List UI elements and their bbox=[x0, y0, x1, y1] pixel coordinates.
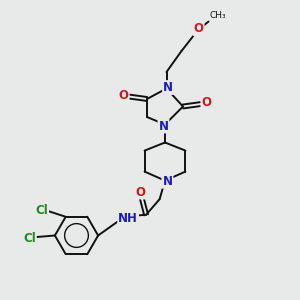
Text: Cl: Cl bbox=[23, 232, 36, 245]
Text: Cl: Cl bbox=[35, 204, 48, 217]
Text: N: N bbox=[158, 119, 169, 133]
Text: N: N bbox=[163, 81, 173, 94]
Text: N: N bbox=[162, 175, 172, 188]
Text: O: O bbox=[201, 96, 212, 109]
Text: CH₃: CH₃ bbox=[210, 11, 226, 20]
Text: NH: NH bbox=[118, 212, 138, 225]
Text: O: O bbox=[135, 185, 146, 199]
Text: O: O bbox=[118, 88, 129, 102]
Text: O: O bbox=[194, 22, 204, 35]
